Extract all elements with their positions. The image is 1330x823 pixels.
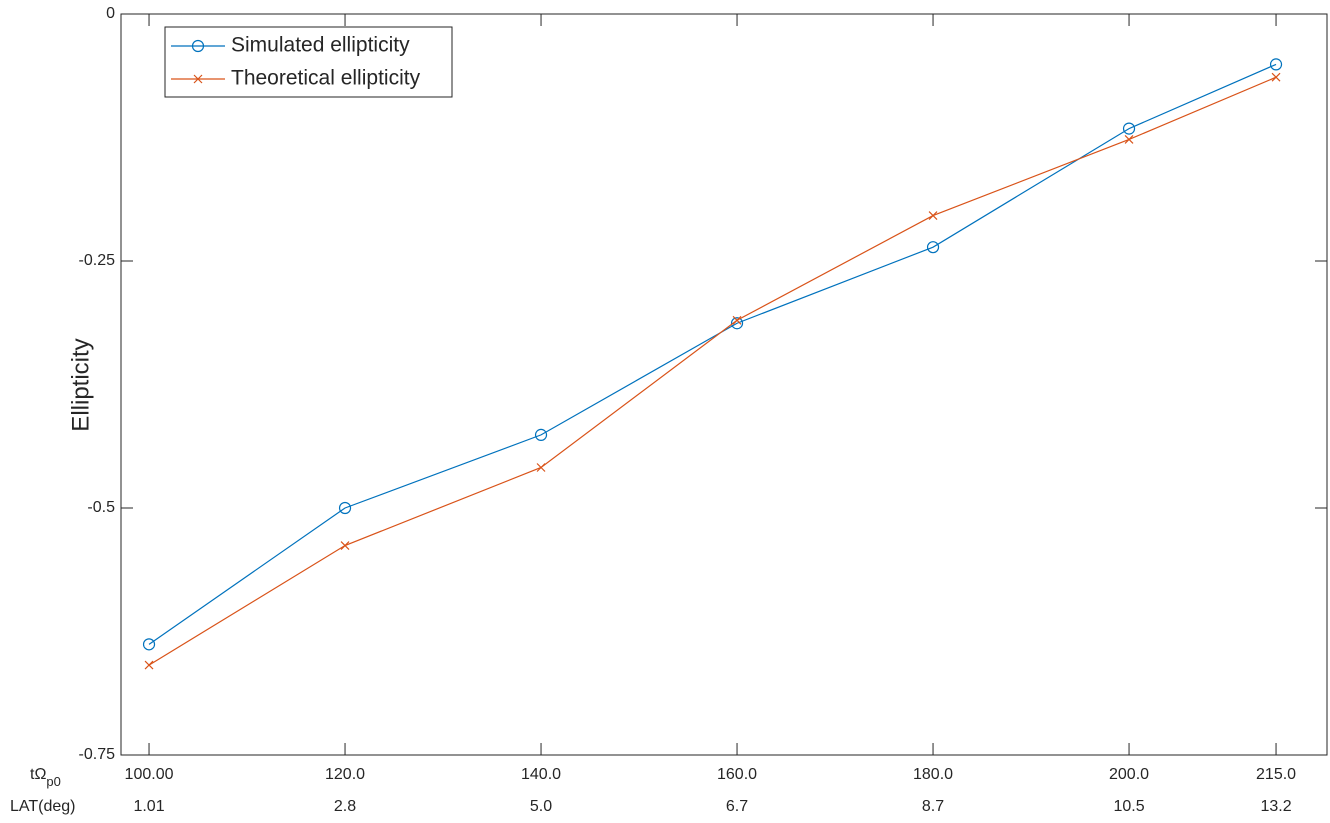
x2-tick-label: 1.01 [133,798,164,815]
y-axis-label: Ellipticity [67,338,94,431]
x-tick-label: 160.0 [717,766,757,783]
x2-tick-label: 2.8 [334,798,356,815]
legend-label: Theoretical ellipticity [231,67,421,90]
x2-tick-label: 13.2 [1260,798,1291,815]
x-tick-label: 215.0 [1256,766,1296,783]
marker [534,428,548,441]
marker [1122,122,1136,135]
marker [338,501,352,515]
plot-box [120,13,1328,756]
x-tick-label: 180.0 [913,766,953,783]
x-tick-label: 120.0 [325,766,365,783]
x-row-label: tΩp0 [30,766,61,789]
x2-row-label: LAT(deg) [10,798,76,815]
marker [928,211,938,220]
marker [730,317,744,330]
x-label-subscript: p0 [46,774,60,789]
marker [1271,72,1281,82]
marker [144,660,154,670]
x-tick-label: 140.0 [521,766,561,783]
marker [536,463,546,472]
legend-marker [191,39,205,53]
marker [1269,58,1283,71]
legend-box [164,26,453,98]
y-tick-label: 0 [106,5,115,22]
marker [142,638,156,651]
y-tick-label: -0.75 [79,746,116,763]
series-line [148,63,1277,645]
x-tick-label: 100.00 [125,766,174,783]
y-tick-label: -0.5 [87,499,115,516]
marker [926,241,940,254]
legend-marker [193,74,203,84]
y-tick-label: -0.25 [79,252,116,269]
marker [340,541,350,550]
x2-tick-label: 8.7 [922,798,944,815]
marker [1124,135,1134,144]
x2-tick-label: 6.7 [726,798,748,815]
marker [732,315,742,325]
x-label: tΩ [30,766,46,783]
x2-tick-label: 5.0 [530,798,552,815]
x-tick-label: 200.0 [1109,766,1149,783]
legend-label: Simulated ellipticity [231,34,410,57]
x2-tick-label: 10.5 [1113,798,1144,815]
